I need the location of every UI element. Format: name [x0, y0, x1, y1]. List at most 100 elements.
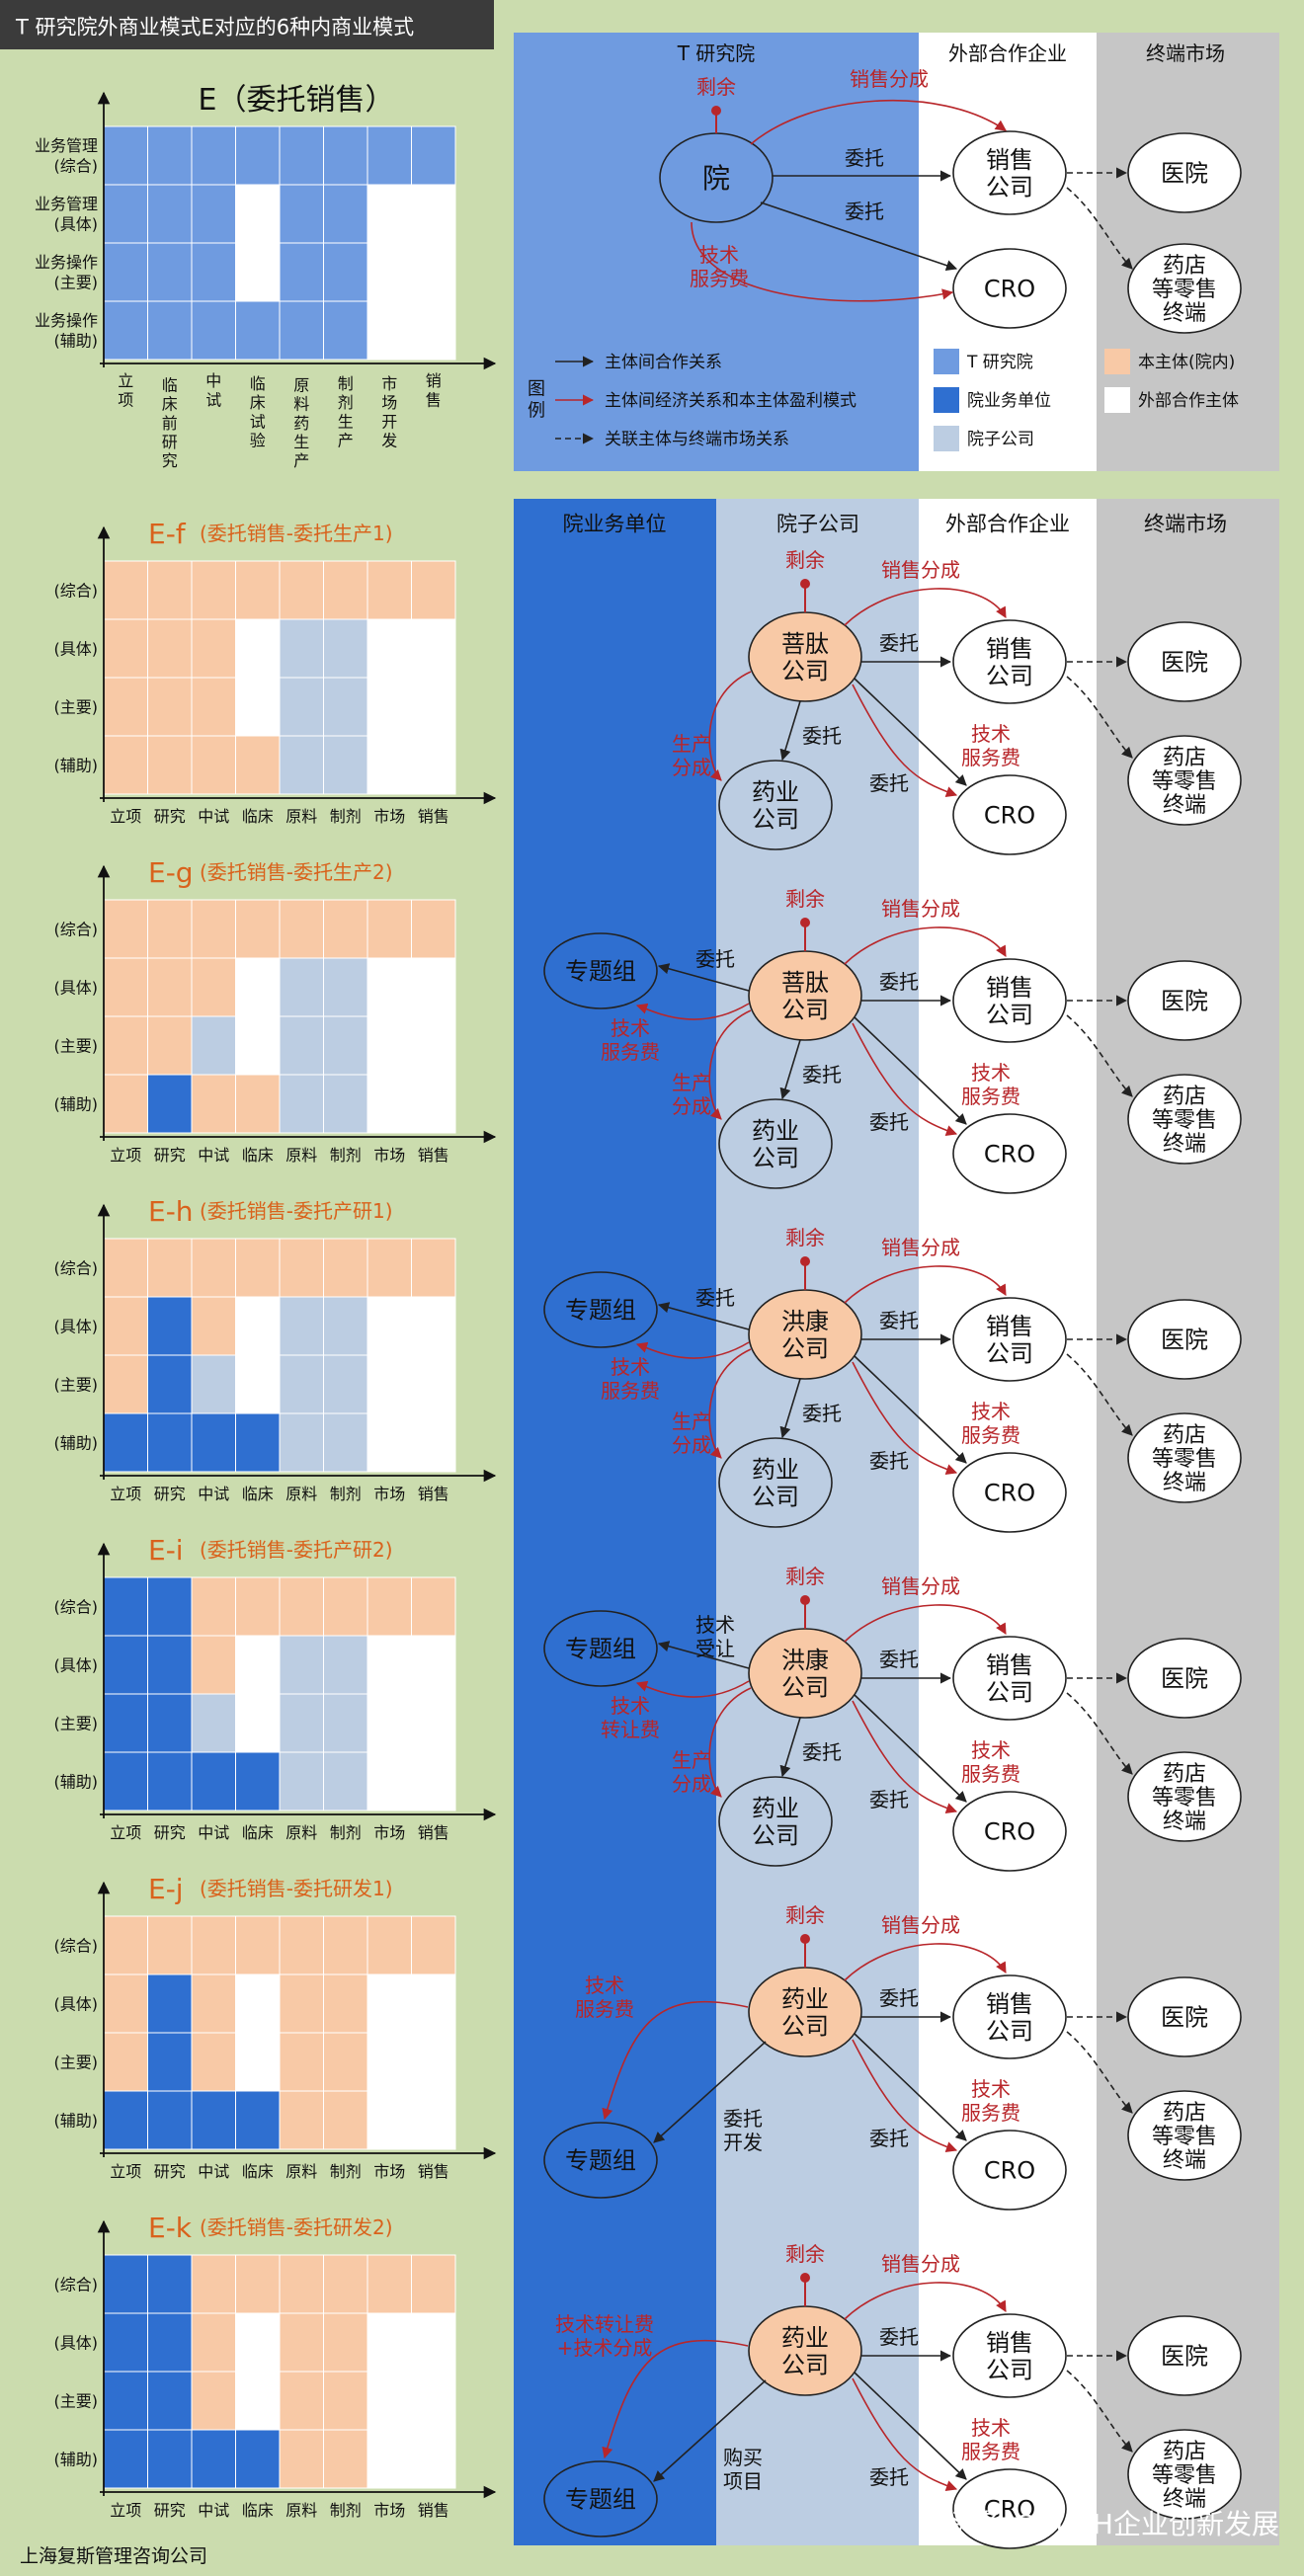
row-label: (主要) [54, 1714, 99, 1732]
grid-cell [147, 1915, 193, 1975]
pharma-company-node [718, 1437, 833, 1528]
legend-swatch-3 [1104, 349, 1130, 374]
cro-node [952, 248, 1067, 329]
grid-cell [235, 1635, 281, 1695]
surplus-dot [800, 1595, 810, 1605]
surplus-dot [800, 2273, 810, 2283]
topic-group-link-arrow [653, 2041, 767, 2143]
row-label: (辅助) [54, 1433, 99, 1452]
grid-cell [367, 957, 412, 1017]
pharmacy-node [1127, 1074, 1242, 1165]
row-label: (辅助) [54, 756, 99, 774]
entrust-cro-label: 委托 [869, 1449, 909, 1473]
grid-cell [191, 1751, 236, 1811]
row-label: 业务操作(主要) [35, 253, 98, 292]
topic-group-fee-label: 技术服务费 [575, 1973, 634, 2021]
surplus-dot [800, 1934, 810, 1944]
grid-cell [147, 2429, 193, 2489]
topic-group-fee-label: 技术转让费+技术分成 [555, 2312, 654, 2360]
grid-cell [235, 1412, 281, 1473]
tech-fee-label: 技术服务费 [961, 722, 1020, 769]
grid-cell [279, 1576, 324, 1637]
grid-cell [323, 618, 368, 679]
surplus-label: 剩余 [785, 1903, 825, 1927]
grid-cell [367, 2312, 412, 2373]
grid-cell [103, 1296, 148, 1356]
sales-company-label: 销售公司 [986, 635, 1033, 690]
pharma-company-node [718, 760, 833, 850]
grid-cell [103, 1973, 148, 2034]
grid-cell [103, 2090, 148, 2150]
topic-group-link-label: 购买项目 [723, 2446, 763, 2493]
grid-cell [323, 1693, 368, 1753]
col-label: 市场开发 [381, 374, 397, 450]
sales-share-label: 销售分成 [881, 2252, 960, 2276]
entrust-sales-label: 委托 [879, 1648, 919, 1671]
section-title-0: E-f [148, 518, 187, 550]
entrust-cro-label: 委托 [869, 1788, 909, 1811]
grid-cell [367, 2090, 412, 2150]
grid-cell [411, 125, 456, 186]
grid-cell [367, 1238, 412, 1298]
grid-cell [191, 618, 236, 679]
grid-cell [367, 899, 412, 959]
tech-fee-arrow [852, 2377, 958, 2491]
row-label: 业务管理(综合) [35, 136, 98, 176]
grid-cell [103, 242, 148, 302]
col-label: 销售 [418, 2162, 449, 2181]
grid-cell [191, 2371, 236, 2431]
grid-cell [147, 2371, 193, 2431]
hospital-node [1127, 2315, 1242, 2396]
topic-group-fee-arrow [635, 1680, 750, 1698]
surplus-dot [800, 579, 810, 589]
legend-swatch-label-3: 本主体(院内) [1138, 353, 1235, 372]
tech-fee-label: 技术服务费 [961, 1738, 1020, 1786]
grid-cell [235, 1296, 281, 1356]
row-label: (综合) [54, 1597, 99, 1616]
row-label: (主要) [54, 1036, 99, 1055]
grid-cell [411, 1693, 456, 1753]
pharmacy-node [1127, 243, 1242, 334]
header-external: 外部合作企业 [945, 513, 1070, 536]
hospital-node [1127, 1299, 1242, 1380]
grid-cell [191, 1296, 236, 1356]
tech-fee-label: 技术服务费 [961, 2077, 1020, 2125]
grid-cell [279, 242, 324, 302]
grid-cell [191, 2090, 236, 2150]
legend-item-2: 关联主体与终端市场关系 [605, 430, 789, 449]
grid-cell [411, 2429, 456, 2489]
grid-cell [147, 184, 193, 244]
grid-cell [367, 1015, 412, 1076]
grid-cell [279, 2090, 324, 2150]
row-label: (辅助) [54, 2450, 99, 2468]
legend-swatch-2 [934, 426, 959, 451]
entrust-cro-label: 委托 [845, 200, 884, 223]
grid-cell [411, 2254, 456, 2314]
grid-cell [103, 300, 148, 361]
grid-cell [235, 1576, 281, 1637]
entrust-cro-label: 委托 [869, 2127, 909, 2150]
row-label: (具体) [54, 1655, 99, 1674]
grid-cell [147, 1296, 193, 1356]
grid-cell [279, 677, 324, 737]
cro-label: CRO [984, 1480, 1035, 1507]
topic-group-label: 专题组 [565, 1636, 636, 1663]
grid-cell [103, 560, 148, 620]
grid-cell [279, 1074, 324, 1134]
col-label: 销售 [418, 1823, 449, 1842]
cro-label: CRO [984, 802, 1035, 830]
market-pharmacy-arrow [1066, 2031, 1133, 2114]
grid-cell [103, 1751, 148, 1811]
center-company-label: 菩肽公司 [781, 630, 829, 685]
grid-cell [367, 1296, 412, 1356]
grid-cell [235, 300, 281, 361]
institute-label: 院 [702, 162, 730, 195]
col-label: 研究 [154, 1146, 186, 1165]
surplus-label: 剩余 [785, 887, 825, 911]
grid-cell [103, 957, 148, 1017]
section-title-3: E-i [148, 1534, 184, 1567]
surplus-dot [800, 918, 810, 927]
tech-fee-arrow [852, 684, 958, 797]
grid-cell [147, 2032, 193, 2092]
grid-cell [323, 2254, 368, 2314]
